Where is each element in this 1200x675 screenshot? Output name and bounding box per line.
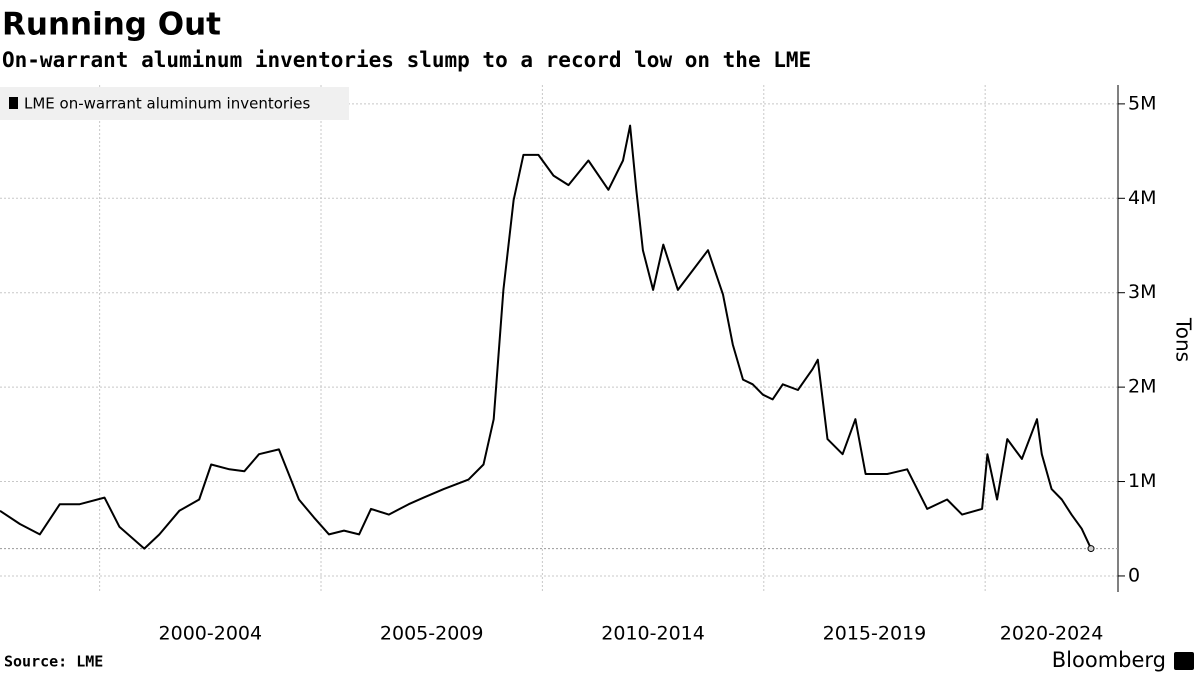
chart-subtitle: On-warrant aluminum inventories slump to… (2, 48, 811, 72)
chart-title: Running Out (2, 7, 221, 43)
y-tick-label: 1M (1128, 470, 1156, 492)
legend-swatch (9, 97, 18, 109)
brand-icon (1174, 652, 1194, 670)
x-tick-label: 2015-2019 (823, 623, 927, 645)
x-tick-label: 2000-2004 (159, 623, 263, 645)
y-axis-title: Tons (1172, 317, 1196, 362)
source: Source: LME (4, 653, 103, 671)
x-tick-label: 2005-2009 (380, 623, 484, 645)
last-point (1087, 545, 1095, 553)
line (0, 124, 1092, 550)
y-tick-label: 0 (1128, 564, 1140, 586)
brand: Bloomberg (1052, 648, 1166, 672)
x-tick-label: 2020-2024 (1000, 623, 1104, 645)
y-tick-label: 4M (1128, 187, 1156, 209)
legend-label: LME on-warrant aluminum inventories (24, 95, 310, 113)
x-tick-label: 2010-2014 (601, 623, 705, 645)
y-tick-label: 3M (1128, 281, 1156, 303)
legend-box (0, 87, 349, 120)
y-tick-label: 5M (1128, 92, 1156, 114)
y-tick-label: 2M (1128, 376, 1156, 398)
